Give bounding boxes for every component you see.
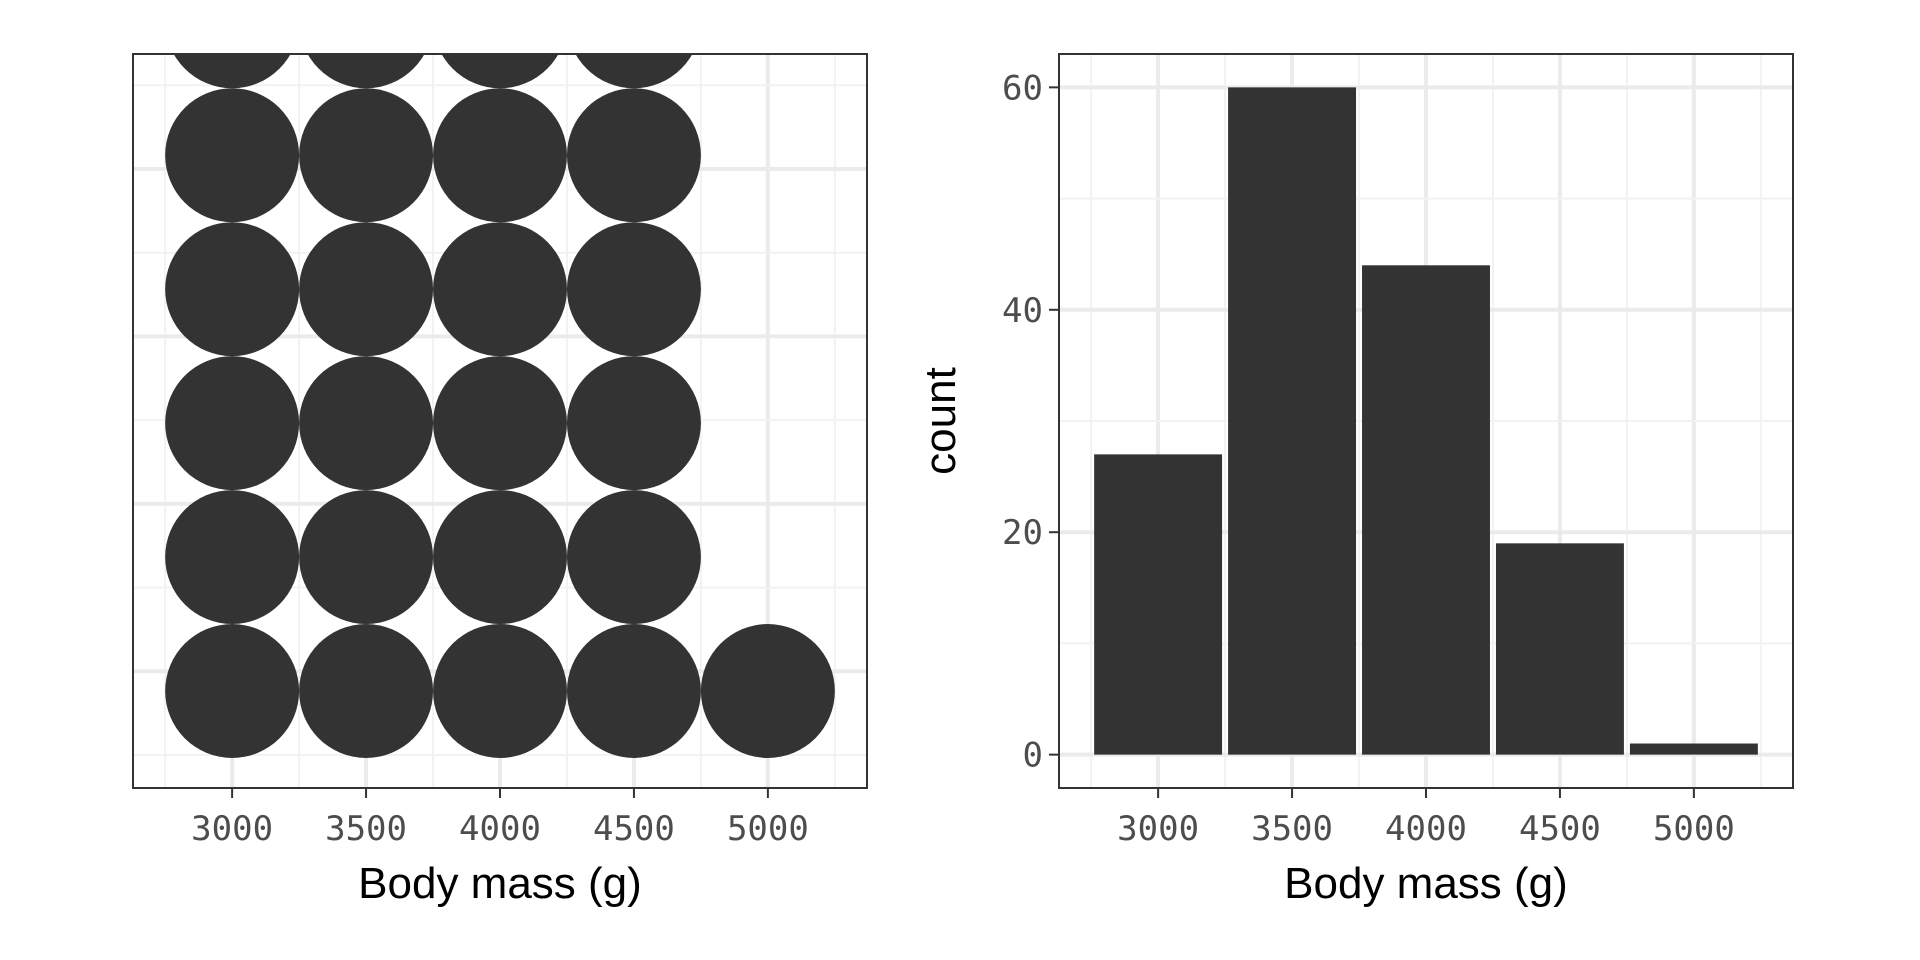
dotplot-dot bbox=[165, 490, 300, 625]
dotplot-x-tick-label: 3000 bbox=[191, 809, 273, 849]
dotplot-dot bbox=[299, 356, 434, 491]
histogram-x-tick-label: 3500 bbox=[1251, 809, 1333, 849]
dotplot-panel: 3000 3500 4000 4500 5000 Body mass (g) bbox=[132, 53, 868, 908]
histogram-y-tick-label: 0 bbox=[1023, 736, 1043, 776]
dotplot-dot bbox=[165, 222, 300, 357]
dotplot-dot bbox=[299, 490, 434, 625]
dotplot-dot bbox=[299, 88, 434, 223]
histogram-x-tick-label: 4500 bbox=[1519, 809, 1601, 849]
dotplot-dot bbox=[441, 54, 559, 89]
dotplot-dot bbox=[566, 88, 701, 223]
dotplot-x-tick-label: 4500 bbox=[593, 809, 675, 849]
dotplot-x-axis-title: Body mass (g) bbox=[358, 859, 642, 908]
histogram-x-tick-label: 4000 bbox=[1385, 809, 1467, 849]
histogram-bar bbox=[1495, 543, 1624, 755]
dotplot-dot bbox=[566, 356, 701, 491]
dotplot-dot bbox=[165, 88, 300, 223]
dotplot-x-axis: 3000 3500 4000 4500 5000 bbox=[191, 788, 809, 849]
dotplot-dot bbox=[433, 222, 567, 357]
histogram-bar bbox=[1362, 265, 1490, 755]
histogram-x-axis: 3000 3500 4000 4500 5000 bbox=[1117, 788, 1735, 849]
dotplot-dot bbox=[299, 222, 434, 357]
dotplot-dots bbox=[165, 54, 835, 758]
histogram-y-tick-label: 20 bbox=[1002, 513, 1043, 553]
histogram-bar bbox=[1629, 743, 1758, 755]
dotplot-dot bbox=[433, 624, 567, 758]
dotplot-dot bbox=[433, 490, 567, 625]
histogram-panel: 3000 3500 4000 4500 5000 0 20 40 60 Body mass (… bbox=[916, 53, 1794, 908]
histogram-y-tick-label: 60 bbox=[1002, 68, 1043, 108]
dotplot-dot bbox=[165, 624, 300, 758]
histogram-bar bbox=[1228, 87, 1357, 755]
histogram-x-tick-label: 3000 bbox=[1117, 809, 1199, 849]
dotplot-dot bbox=[566, 490, 701, 625]
dotplot-dot bbox=[433, 88, 567, 223]
histogram-x-axis-title: Body mass (g) bbox=[1284, 859, 1568, 908]
dotplot-x-tick-label: 3500 bbox=[325, 809, 407, 849]
dotplot-dot bbox=[165, 356, 300, 491]
histogram-x-tick-label: 5000 bbox=[1653, 809, 1735, 849]
histogram-y-tick-label: 40 bbox=[1002, 291, 1043, 331]
dotplot-dot bbox=[566, 222, 701, 357]
dotplot-dot bbox=[700, 624, 835, 758]
histogram-y-axis-title: count bbox=[916, 367, 965, 475]
dotplot-dot bbox=[433, 356, 567, 491]
histogram-bar bbox=[1094, 454, 1223, 755]
dotplot-dot bbox=[575, 54, 693, 89]
dotplot-dot bbox=[566, 624, 701, 758]
dotplot-x-tick-label: 5000 bbox=[727, 809, 809, 849]
dotplot-x-tick-label: 4000 bbox=[459, 809, 541, 849]
dotplot-dot bbox=[299, 624, 434, 758]
histogram-y-axis: 0 20 40 60 bbox=[1002, 68, 1059, 776]
dotplot-dot bbox=[307, 54, 425, 89]
dotplot-dot bbox=[173, 54, 291, 89]
histogram-bars bbox=[1094, 87, 1758, 755]
